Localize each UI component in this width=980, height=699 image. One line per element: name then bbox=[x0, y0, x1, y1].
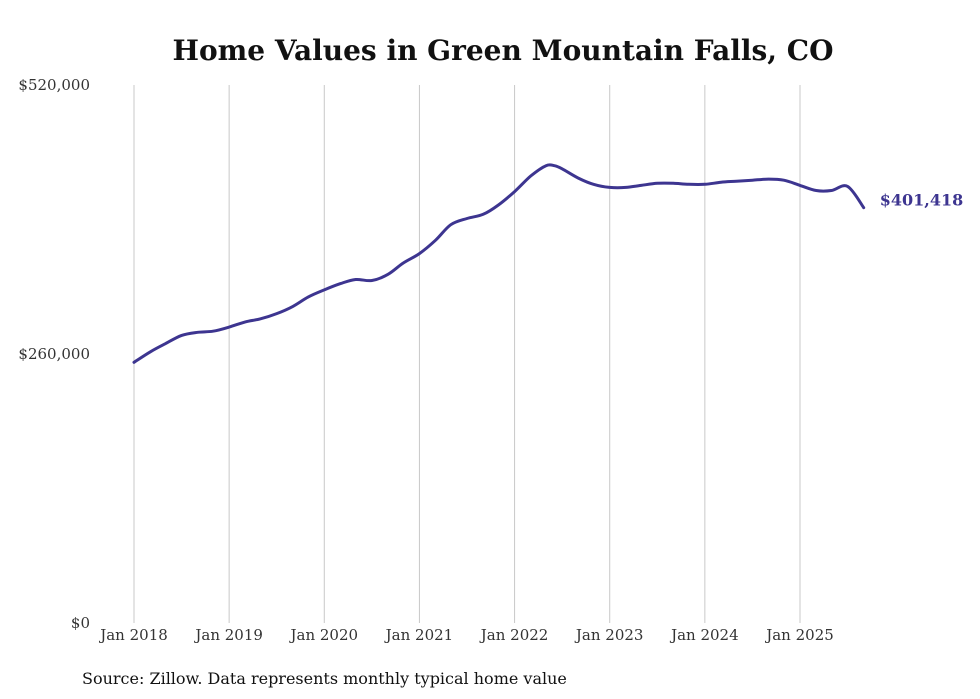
x-tick-label: Jan 2024 bbox=[669, 626, 739, 644]
y-tick-label: $520,000 bbox=[18, 76, 90, 94]
x-tick-label: Jan 2019 bbox=[193, 626, 263, 644]
x-tick-label: Jan 2021 bbox=[384, 626, 454, 644]
x-tick-label: Jan 2022 bbox=[479, 626, 549, 644]
y-tick-label: $260,000 bbox=[18, 345, 90, 363]
end-value-label: $401,418 bbox=[880, 191, 964, 210]
y-axis-ticks: $0 $260,000 $520,000 bbox=[18, 76, 90, 632]
x-tick-label: Jan 2025 bbox=[764, 626, 834, 644]
series-line-home-value bbox=[132, 163, 866, 364]
x-tick-label: Jan 2023 bbox=[574, 626, 644, 644]
x-axis-ticks: Jan 2018 Jan 2019 Jan 2020 Jan 2021 Jan 2022… bbox=[98, 626, 834, 644]
x-tick-label: Jan 2020 bbox=[289, 626, 359, 644]
gridlines bbox=[133, 85, 801, 623]
source-note: Source: Zillow. Data represents monthly … bbox=[82, 669, 567, 688]
x-tick-label: Jan 2018 bbox=[98, 626, 168, 644]
y-tick-label: $0 bbox=[71, 614, 90, 632]
chart-title: Home Values in Green Mountain Falls, CO bbox=[173, 34, 834, 67]
